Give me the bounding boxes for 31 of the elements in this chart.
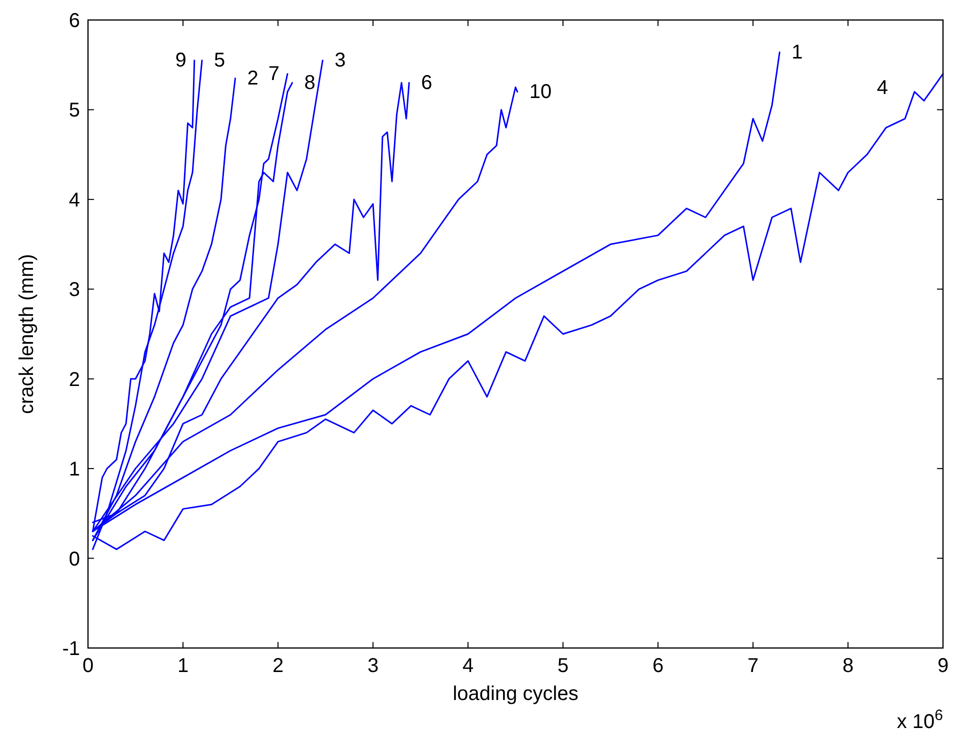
- y-tick-label: 1: [68, 458, 80, 481]
- series-label: 10: [529, 80, 552, 103]
- series-label: 5: [214, 49, 226, 72]
- x-tick-label: 6: [652, 655, 664, 677]
- series-label: 8: [304, 72, 316, 94]
- x-tick-label: 0: [82, 655, 94, 677]
- text: x 10$^{6}$: [896, 706, 943, 733]
- y-tick-label: 2: [68, 368, 80, 391]
- series-label: 1: [792, 41, 803, 64]
- x-tick-label: 7: [747, 655, 759, 677]
- series-label: 7: [268, 62, 280, 85]
- x-axis-title: loading cycles: [452, 683, 578, 705]
- y-axis-title: crack length (mm): [16, 254, 38, 414]
- y-tick-label: 5: [68, 100, 80, 122]
- y-tick-label: 0: [68, 548, 80, 570]
- series-label: 3: [334, 49, 346, 72]
- x-tick-label: 1: [177, 655, 189, 677]
- x-tick-label: 2: [272, 655, 284, 677]
- x-tick-label: 4: [462, 655, 474, 677]
- series-label: 4: [876, 76, 888, 99]
- y-tick-label: 6: [68, 10, 80, 32]
- series-label: 6: [421, 72, 432, 94]
- x-tick-label: 5: [557, 655, 569, 677]
- x-tick-label: 3: [367, 655, 379, 677]
- y-tick-label: -1: [62, 638, 80, 660]
- y-tick-label: 4: [68, 189, 80, 212]
- x-tick-label: 8: [842, 655, 854, 677]
- series-label: 9: [175, 49, 186, 72]
- y-tick-label: 3: [68, 279, 80, 302]
- series-label: 2: [247, 67, 258, 90]
- x-tick-label: 9: [937, 655, 949, 677]
